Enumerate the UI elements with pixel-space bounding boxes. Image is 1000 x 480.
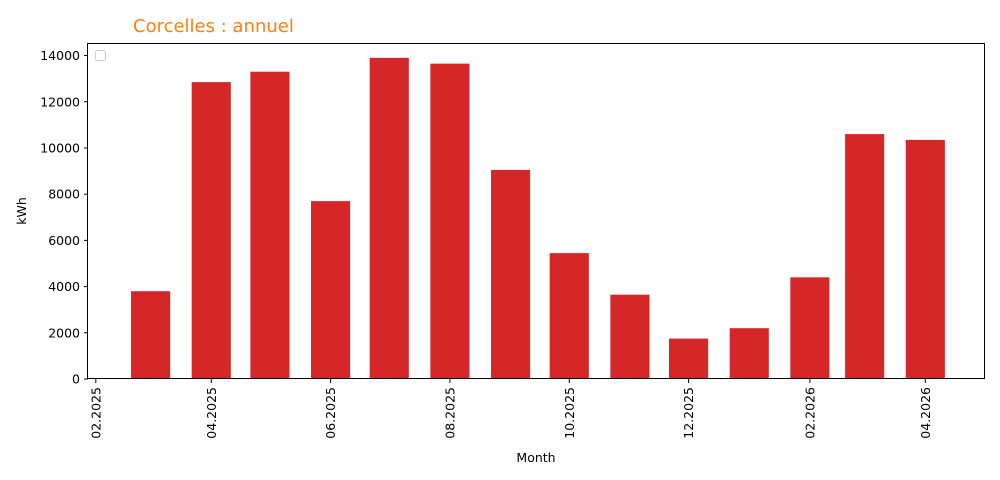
- bar-2025-09: [491, 169, 531, 379]
- bar-2025-07: [369, 57, 409, 380]
- x-tick-label: 06.2025: [323, 387, 338, 439]
- x-tick-label: 10.2025: [562, 387, 577, 439]
- x-tick-label: 04.2025: [204, 387, 219, 439]
- x-tick-label: 08.2025: [442, 387, 457, 439]
- y-tick-label: 14000: [40, 48, 80, 63]
- y-axis-label: kWh: [14, 197, 29, 225]
- bar-2026-02: [790, 277, 830, 379]
- x-tick-label: 02.2025: [88, 387, 103, 439]
- y-tick-label: 0: [72, 372, 80, 387]
- bar-2025-03: [131, 291, 171, 379]
- bar-2025-06: [311, 201, 351, 379]
- bar-2025-10: [549, 253, 589, 379]
- bar-2025-08: [430, 63, 470, 379]
- y-tick-label: 10000: [40, 140, 80, 155]
- y-axis: 0 2000 4000 6000 8000 10000 12000 14000: [40, 48, 88, 387]
- y-tick-label: 8000: [48, 187, 80, 202]
- x-axis-label: Month: [516, 450, 555, 465]
- legend-box[interactable]: [95, 50, 106, 61]
- y-tick-label: 2000: [48, 325, 80, 340]
- bar-2026-03: [845, 134, 885, 379]
- chart-title: Corcelles : annuel: [133, 16, 294, 37]
- y-tick-label: 12000: [40, 94, 80, 109]
- bars: [131, 57, 945, 380]
- bar-2025-11: [610, 294, 650, 379]
- x-tick-label: 04.2026: [918, 387, 933, 439]
- bar-2026-04: [905, 139, 945, 379]
- x-tick-label: 12.2025: [681, 387, 696, 439]
- y-tick-label: 6000: [48, 233, 80, 248]
- y-tick-label: 4000: [48, 279, 80, 294]
- bar-2025-04: [191, 82, 231, 380]
- bar-2025-12: [669, 338, 709, 379]
- bar-2025-05: [250, 71, 290, 379]
- plot-frame: [87, 43, 985, 379]
- bar-2026-01: [729, 328, 769, 379]
- x-tick-label: 02.2026: [802, 387, 817, 439]
- x-axis: 02.2025 04.2025 06.2025 08.2025 10.2025 12.20…: [88, 379, 933, 439]
